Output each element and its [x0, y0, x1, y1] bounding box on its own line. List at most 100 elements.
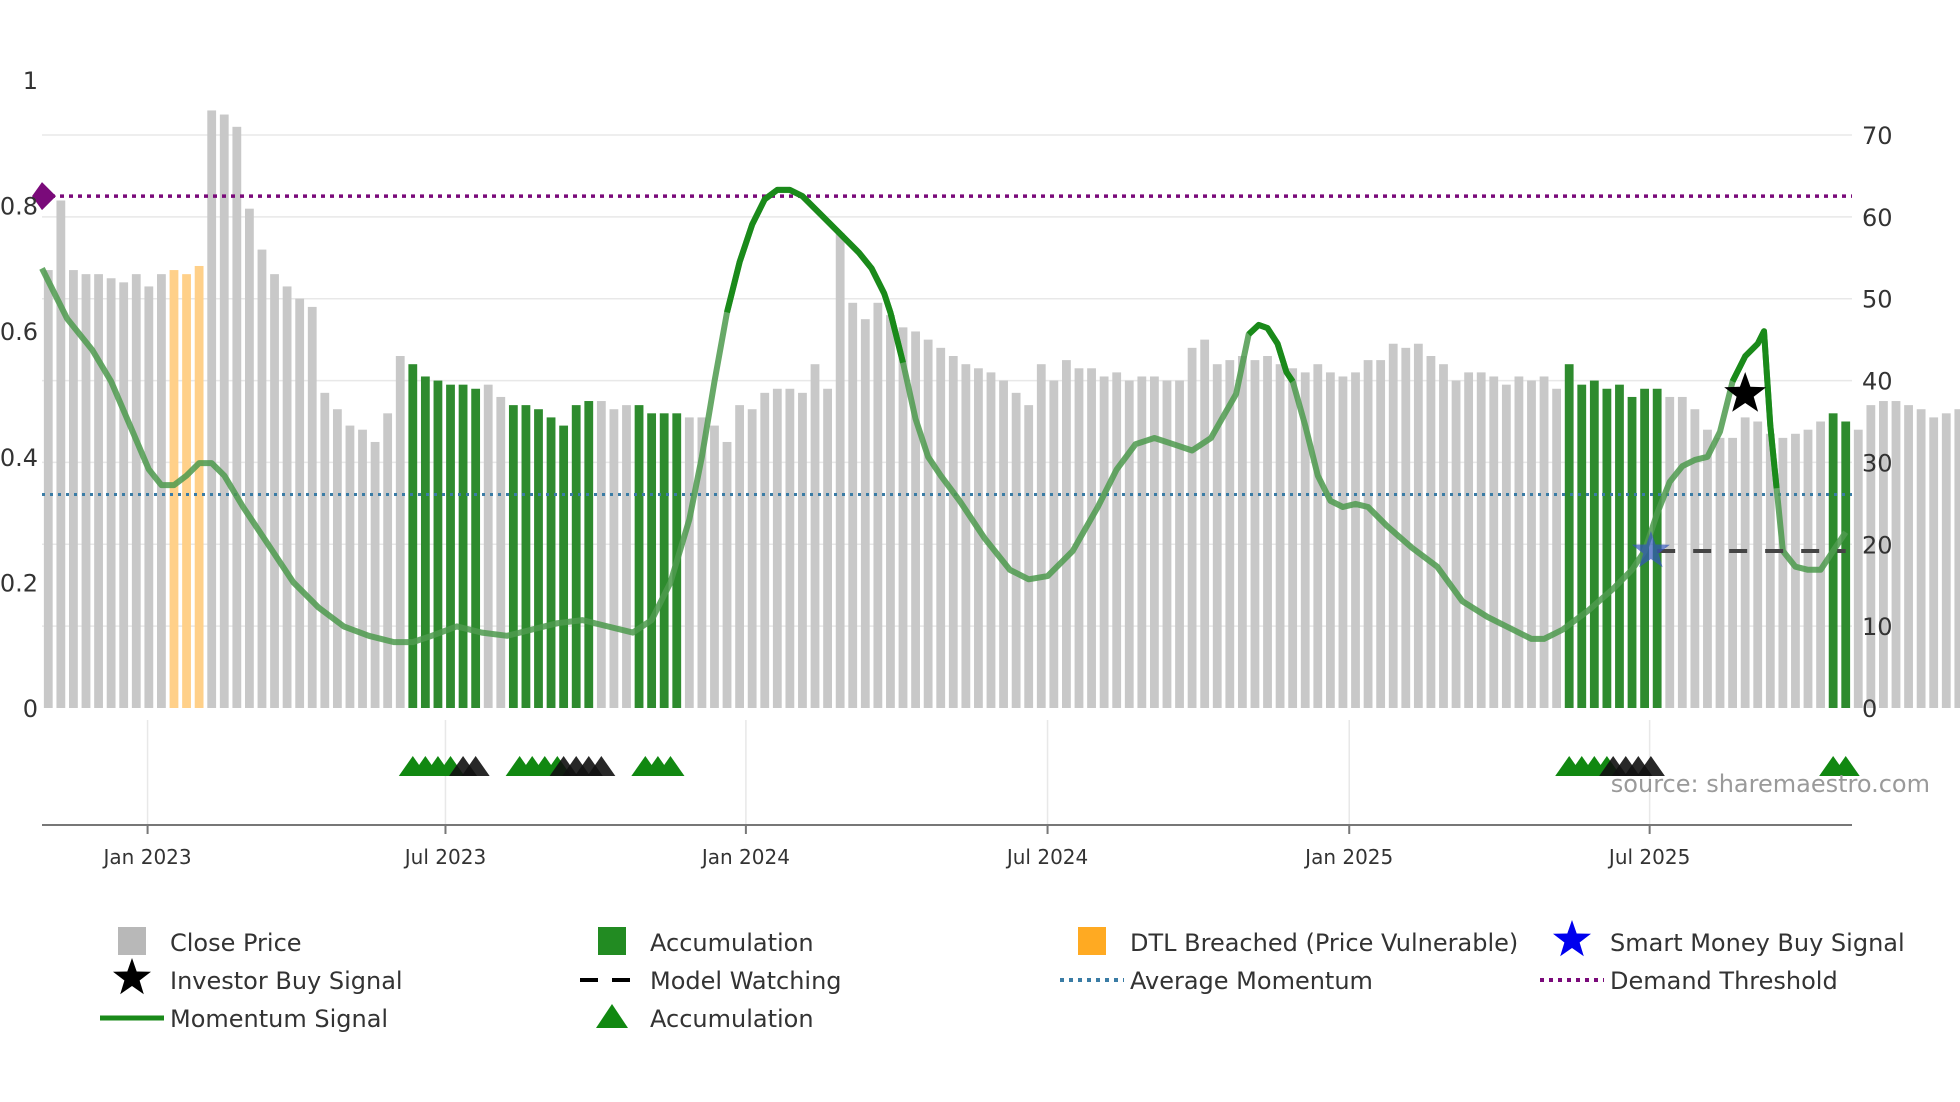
accumulation-bar — [1602, 388, 1612, 708]
legend-label: Smart Money Buy Signal — [1610, 929, 1905, 957]
accumulation-bar — [1615, 384, 1624, 708]
accumulation-bar — [584, 401, 594, 708]
close-price-bar — [56, 200, 66, 708]
accumulation-bar — [521, 405, 531, 708]
close-price-bar — [1376, 360, 1386, 708]
close-price-bar — [1036, 364, 1046, 708]
legend-swatch — [1553, 920, 1591, 957]
close-price-bar — [1062, 360, 1071, 708]
close-price-bar — [1401, 347, 1411, 708]
close-price-bar — [835, 233, 845, 708]
accumulation-bar — [433, 380, 443, 708]
right-axis-tick-label: 30 — [1862, 449, 1893, 477]
close-price-bar — [1866, 405, 1876, 708]
close-price-bar — [94, 274, 103, 708]
close-price-bar — [1879, 401, 1888, 708]
legend-label: Accumulation — [650, 929, 814, 957]
close-price-bar — [1690, 409, 1700, 708]
right-axis-tick-label: 0 — [1862, 695, 1877, 723]
close-price-bar — [1300, 372, 1310, 708]
accumulation-triangle — [656, 756, 685, 776]
close-price-bar — [345, 425, 355, 708]
left-axis-tick-label: 1 — [23, 67, 38, 95]
legend-swatch — [113, 958, 151, 995]
close-price-bar — [1765, 433, 1775, 708]
close-price-bar — [760, 392, 770, 708]
close-price-bar — [1112, 372, 1122, 708]
close-price-bar — [772, 388, 782, 708]
close-price-bar — [1237, 356, 1247, 708]
investor-triangle — [1636, 756, 1665, 776]
close-price-bar — [1439, 364, 1448, 708]
accumulation-bar — [647, 413, 657, 708]
close-price-bar — [1011, 392, 1021, 708]
close-price-bar — [1162, 380, 1172, 708]
close-price-bar — [1891, 401, 1901, 708]
close-price-bar — [1087, 368, 1096, 708]
dtl-breached-bar — [182, 274, 191, 708]
accumulation-bar — [458, 384, 468, 708]
close-price-bar — [1149, 376, 1159, 708]
right-axis-tick-label: 20 — [1862, 531, 1893, 559]
accumulation-bar — [559, 425, 569, 708]
close-price-bar — [270, 274, 279, 708]
close-price-bar — [1338, 376, 1348, 708]
legend-item: Momentum Signal — [100, 1005, 388, 1033]
close-price-bar — [1388, 343, 1398, 708]
legend-swatch — [596, 1004, 628, 1028]
close-price-bar — [1539, 376, 1549, 708]
left-axis-tick-label: 0.8 — [0, 193, 38, 221]
left-axis-tick-label: 0.2 — [0, 569, 38, 597]
dtl-breached-bar — [169, 270, 179, 708]
accumulation-triangle — [1831, 756, 1860, 776]
close-price-bar — [1187, 347, 1197, 708]
close-price-bar — [295, 298, 305, 708]
close-price-bar — [848, 302, 858, 708]
close-price-bar — [810, 364, 820, 708]
legend-label: Average Momentum — [1130, 967, 1373, 995]
momentum-signal-bold — [1729, 328, 1780, 489]
dtl-breached-bar — [194, 265, 204, 708]
close-price-bar — [144, 286, 154, 708]
investor-triangle — [587, 756, 616, 776]
accumulation-bar — [471, 388, 481, 708]
close-price-bar — [1728, 437, 1737, 708]
legend-item: Investor Buy Signal — [113, 958, 403, 995]
close-price-bar — [1791, 433, 1800, 708]
investor-buy-signal-star — [1724, 372, 1767, 412]
close-price-bar — [1715, 437, 1725, 708]
close-price-bar — [1703, 429, 1712, 708]
accumulation-bar — [1577, 384, 1587, 708]
close-price-bar — [1929, 417, 1939, 708]
close-price-bar — [1464, 372, 1474, 708]
close-price-bar — [1916, 409, 1926, 708]
accumulation-bar — [534, 409, 543, 708]
close-price-bar — [244, 208, 254, 708]
close-price-bar — [1351, 372, 1360, 708]
close-price-bar — [1904, 405, 1913, 708]
close-price-bar — [986, 372, 996, 708]
close-price-bar — [1476, 372, 1486, 708]
accumulation-bar — [420, 376, 430, 708]
close-price-bar — [1514, 376, 1524, 708]
x-axis-tick-label: Jul 2025 — [1607, 845, 1690, 869]
accumulation-bar — [659, 413, 669, 708]
close-price-bar — [1137, 376, 1147, 708]
right-axis-tick-label: 40 — [1862, 368, 1893, 396]
close-price-bar — [722, 441, 732, 708]
close-price-bar — [395, 356, 405, 708]
close-price-bar — [282, 286, 292, 708]
accumulation-bar — [571, 405, 581, 708]
close-price-bar — [1225, 360, 1235, 708]
close-price-bar — [1501, 384, 1511, 708]
legend-item: Accumulation — [596, 1004, 814, 1033]
close-price-bar — [697, 417, 707, 708]
legend-item: DTL Breached (Price Vulnerable) — [1078, 927, 1518, 957]
close-price-bar — [1275, 364, 1285, 708]
close-price-bar — [1175, 380, 1184, 708]
close-price-bar — [1778, 437, 1788, 708]
close-price-bar — [207, 110, 217, 708]
close-price-bar — [332, 409, 342, 708]
close-price-bar — [785, 388, 795, 708]
legend-label: DTL Breached (Price Vulnerable) — [1130, 929, 1518, 957]
